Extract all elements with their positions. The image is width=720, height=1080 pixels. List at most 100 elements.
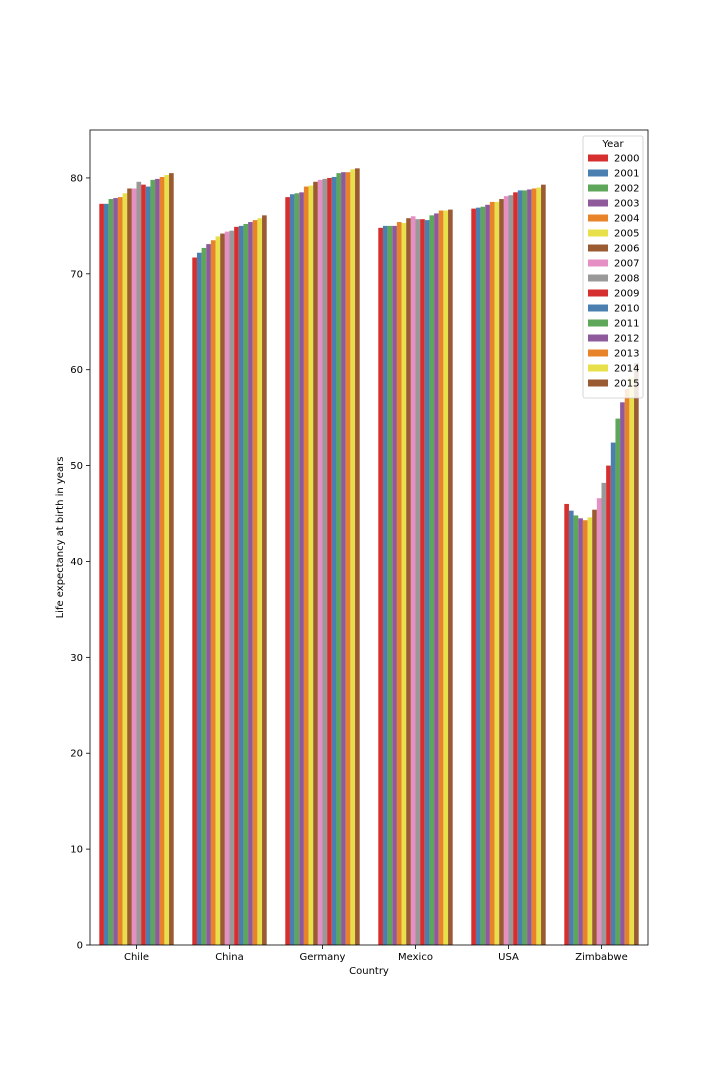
legend-swatch-2009 [588,289,608,297]
plot-frame [89,129,649,946]
bar-usa-2013 [531,188,537,946]
bar-zimbabwe-2010 [610,442,616,945]
bar-china-2001 [196,252,202,945]
bar-zimbabwe-2004 [582,520,588,945]
bar-zimbabwe-2015 [634,362,639,945]
legend-label-2008: 2008 [614,274,639,285]
bar-zimbabwe-2013 [624,388,630,946]
bar-usa-2001 [475,207,481,946]
bar-zimbabwe-2014 [629,377,635,945]
bar-china-2010 [238,225,244,946]
legend-label-2012: 2012 [614,334,639,345]
bar-germany-2013 [345,172,351,945]
bar-chile-2005 [122,193,128,945]
legend-swatch-2014 [588,364,608,372]
y-tick-label: 80 [70,173,83,184]
bar-chile-2014 [164,175,170,946]
x-tick-label: Germany [300,952,346,963]
legend-label-2009: 2009 [614,289,639,300]
bar-germany-2002 [294,193,300,945]
legend: Year 20002001200220032004200520062007200… [582,135,644,399]
bar-usa-2011 [522,190,528,945]
bar-zimbabwe-2009 [606,465,611,945]
bar-usa-2010 [517,190,523,945]
bar-usa-2015 [541,184,546,945]
bar-chile-2001 [103,203,109,945]
bar-germany-2011 [336,173,342,945]
bar-mexico-2006 [406,218,411,945]
bar-germany-2015 [355,168,360,946]
bar-chile-2011 [150,179,156,945]
bar-zimbabwe-2001 [568,510,574,945]
legend-swatch-2003 [588,199,608,207]
x-tick-label: USA [498,952,519,963]
x-tick-label: Zimbabwe [575,952,628,963]
legend-label-2015: 2015 [614,379,639,390]
bar-usa-2002 [480,206,486,946]
legend-label-2011: 2011 [614,319,639,330]
bar-germany-2007 [317,179,323,945]
x-tick-label: Mexico [398,952,433,963]
bar-germany-2008 [322,178,328,945]
bar-chile-2000 [99,203,104,945]
bar-mexico-2015 [448,209,453,946]
bar-chile-2013 [159,176,165,945]
bar-mexico-2012 [434,213,439,945]
bar-zimbabwe-2002 [573,515,579,945]
bar-zimbabwe-2003 [578,518,583,945]
legend-label-2006: 2006 [614,244,639,255]
bar-chile-2010 [145,186,151,946]
bar-zimbabwe-2012 [620,402,625,945]
bar-mexico-2001 [382,225,388,946]
bar-usa-2006 [499,199,504,946]
y-axis: 0 10 20 30 40 50 60 70 80 [70,173,90,952]
bar-mexico-2007 [410,216,416,945]
bar-usa-2003 [485,204,490,946]
bar-usa-2008 [508,195,514,945]
x-tick-label: China [215,952,244,963]
bar-zimbabwe-2007 [596,498,602,945]
legend-swatch-2013 [588,349,608,357]
y-tick-label: 10 [70,845,83,856]
y-tick-label: 30 [70,653,83,664]
bar-mexico-2009 [420,219,425,945]
legend-swatch-2011 [588,319,608,327]
bar-zimbabwe-2011 [615,418,621,945]
legend-title: Year [601,139,624,150]
legend-swatch-2000 [588,154,608,162]
bar-mexico-2000 [378,227,383,946]
legend-swatch-2004 [588,214,608,222]
bar-zimbabwe-2005 [587,517,593,945]
legend-label-2004: 2004 [614,214,639,225]
y-tick-label: 40 [70,557,83,568]
bar-usa-2005 [494,201,500,946]
bar-china-2014 [257,218,263,945]
bar-china-2009 [234,226,239,945]
bar-chile-2009 [141,184,146,945]
bar-china-2007 [224,231,230,945]
bar-china-2013 [252,220,258,946]
bar-mexico-2014 [443,210,449,945]
y-tick-label: 20 [70,749,83,760]
bar-germany-2004 [303,186,309,946]
bar-mexico-2013 [438,210,444,945]
y-tick-label: 0 [77,941,83,952]
bar-china-2005 [215,236,221,945]
legend-swatch-2008 [588,274,608,282]
x-tick-label: Chile [124,952,149,963]
legend-label-2013: 2013 [614,349,639,360]
legend-swatch-2010 [588,304,608,312]
bar-chile-2003 [113,198,118,945]
legend-swatch-2001 [588,169,608,177]
legend-swatch-2006 [588,244,608,252]
y-tick-label: 70 [70,269,83,280]
bars-layer [99,168,639,946]
bar-china-2011 [243,223,249,945]
bar-chile-2008 [136,181,142,945]
bar-germany-2014 [350,169,356,945]
bar-chile-2002 [108,199,114,946]
bar-germany-2001 [289,194,295,945]
bar-germany-2006 [313,181,318,945]
legend-label-2003: 2003 [614,199,639,210]
